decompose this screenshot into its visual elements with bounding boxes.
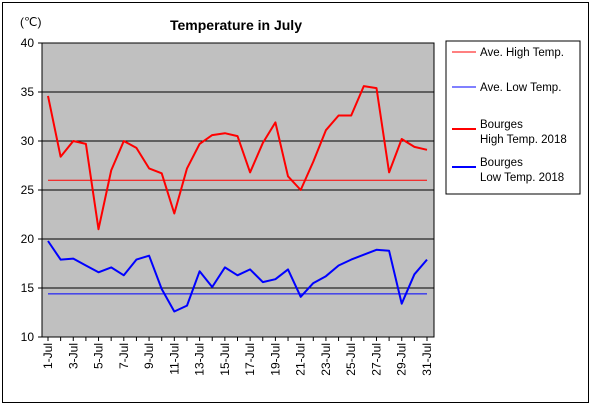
x-tick-label: 11-Jul	[167, 343, 181, 375]
legend-box	[445, 40, 581, 195]
chart-title: Temperature in July	[170, 17, 302, 33]
unit-label: (℃)	[20, 15, 41, 29]
x-tick-label: 25-Jul	[344, 343, 358, 376]
x-tick-label: 7-Jul	[117, 343, 131, 369]
series-line-3	[47, 240, 428, 313]
x-tick-label: 15-Jul	[218, 343, 232, 376]
y-tick-label: 40	[21, 36, 35, 50]
x-tick-label: 3-Jul	[66, 343, 80, 369]
x-tick-label: 17-Jul	[243, 343, 257, 376]
x-tick-label: 19-Jul	[268, 343, 282, 376]
legend-label: Low Temp. 2018	[480, 172, 564, 184]
y-tick-label: 20	[21, 232, 35, 246]
x-tick-label: 13-Jul	[193, 343, 207, 376]
x-tick-label: 31-Jul	[420, 343, 434, 376]
legend-label: Bourges	[480, 119, 523, 131]
y-tick-label: 30	[21, 134, 35, 148]
x-tick-label: 1-Jul	[41, 343, 55, 369]
series-line-2	[47, 85, 428, 231]
legend-label: High Temp. 2018	[480, 134, 567, 146]
x-tick-label: 9-Jul	[142, 343, 156, 369]
x-tick-label: 29-Jul	[395, 343, 409, 376]
plot-area: 10 15 20 25 30 35 40 1-Jul 3-Jul 5-Jul 7-Jul 9-Jul 1…	[21, 36, 435, 376]
legend-label: Ave. High Temp.	[480, 47, 564, 59]
y-tick-label: 10	[21, 330, 35, 344]
x-tick-label: 5-Jul	[92, 343, 106, 369]
x-tick-label: 27-Jul	[369, 343, 383, 376]
y-tick-label: 35	[21, 85, 35, 99]
y-tick-label: 15	[21, 281, 35, 295]
legend-label: Bourges	[480, 157, 523, 169]
legend: Ave. High Temp. Ave. Low Temp. Bourges High…	[445, 40, 581, 195]
x-tick-label: 23-Jul	[319, 343, 333, 376]
legend-label: Ave. Low Temp.	[480, 82, 561, 94]
x-tick-label: 21-Jul	[294, 343, 308, 376]
y-tick-label: 25	[21, 183, 35, 197]
